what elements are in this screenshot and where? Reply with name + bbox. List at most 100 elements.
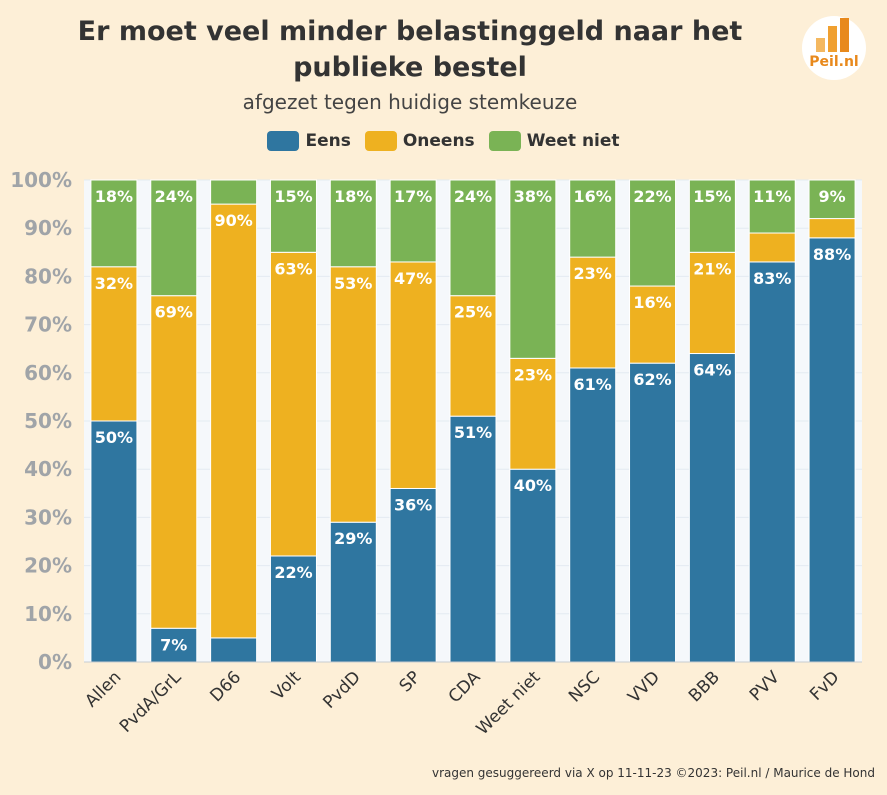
bar-segment xyxy=(748,179,796,234)
data-label: 69% xyxy=(155,303,193,322)
bar-segment xyxy=(389,261,437,489)
bar-segment xyxy=(150,179,198,297)
data-label: 15% xyxy=(274,187,312,206)
chart-subtitle: afgezet tegen huidige stemkeuze xyxy=(242,90,578,114)
data-label: 7% xyxy=(160,635,187,654)
x-tick-label: SP xyxy=(396,667,425,696)
legend-item-eens[interactable]: Eens xyxy=(267,131,351,151)
data-label: 38% xyxy=(514,187,552,206)
data-label: 15% xyxy=(693,187,731,206)
data-label: 23% xyxy=(574,264,612,283)
data-label: 23% xyxy=(514,365,552,384)
x-tick-label: Weet niet xyxy=(473,667,545,739)
bar-segment xyxy=(210,179,258,205)
chart-title: Er moet veel minder belastinggeld naar h… xyxy=(77,16,743,83)
bar-segment xyxy=(629,362,677,663)
bar-segment xyxy=(150,627,198,663)
bar-segment xyxy=(688,179,736,253)
bar-segment xyxy=(329,521,377,663)
bar-segment xyxy=(329,266,377,523)
data-label: 88% xyxy=(813,245,851,264)
data-label: 29% xyxy=(334,529,372,548)
y-tick-label: 40% xyxy=(24,457,72,481)
legend-item-weet-niet[interactable]: Weet niet xyxy=(488,131,620,151)
data-label: 21% xyxy=(693,259,731,278)
data-label: 53% xyxy=(334,274,372,293)
data-label: 16% xyxy=(574,187,612,206)
bar-segment xyxy=(150,295,198,629)
bar-segment xyxy=(269,251,317,557)
logo-bar-icon xyxy=(828,26,837,52)
data-label: 47% xyxy=(394,269,432,288)
data-label: 40% xyxy=(514,476,552,495)
y-tick-label: 30% xyxy=(24,505,72,529)
data-label: 32% xyxy=(95,274,133,293)
data-label: 61% xyxy=(574,375,612,394)
legend-label-weet-niet: Weet niet xyxy=(526,131,620,151)
data-label: 17% xyxy=(394,187,432,206)
data-label: 18% xyxy=(95,187,133,206)
data-label: 90% xyxy=(214,211,252,230)
logo-bar-icon xyxy=(816,38,825,52)
bar-segment xyxy=(449,415,497,663)
data-label: 63% xyxy=(274,259,312,278)
bar-segment xyxy=(210,637,258,663)
bar-segment xyxy=(808,218,856,239)
data-label: 83% xyxy=(753,269,791,288)
data-label: 51% xyxy=(454,423,492,442)
logo-text: Peil.nl xyxy=(809,54,859,70)
bar-segment xyxy=(569,367,617,663)
y-tick-label: 10% xyxy=(24,602,72,626)
bar-segment xyxy=(748,261,796,663)
bar-segment xyxy=(449,179,497,297)
legend-swatch-oneens xyxy=(364,131,397,151)
x-tick-label: VVD xyxy=(624,667,664,707)
bar-segment xyxy=(808,179,856,220)
bar-segment xyxy=(569,256,617,369)
data-label: 25% xyxy=(454,303,492,322)
x-tick-label: D66 xyxy=(206,667,245,706)
data-label: 18% xyxy=(334,187,372,206)
data-label: 36% xyxy=(394,495,432,514)
bar-segment xyxy=(210,203,258,639)
bar-segment xyxy=(688,251,736,355)
data-label: 16% xyxy=(633,293,671,312)
data-label: 9% xyxy=(818,187,845,206)
x-tick-label: FvD xyxy=(806,667,843,704)
data-label: 62% xyxy=(633,370,671,389)
data-label: 50% xyxy=(95,428,133,447)
legend-swatch-eens xyxy=(267,131,300,151)
data-label: 24% xyxy=(155,187,193,206)
bar-segment xyxy=(688,353,736,663)
x-tick-label: PvdA/GrL xyxy=(116,667,186,737)
legend-swatch-weet-niet xyxy=(488,131,521,151)
source-footer: vragen gesuggereerd via X op 11-11-23 ©2… xyxy=(431,766,875,780)
y-tick-label: 20% xyxy=(24,554,72,578)
data-label: 22% xyxy=(633,187,671,206)
x-tick-label: PVV xyxy=(746,667,784,705)
bar-segment xyxy=(449,295,497,417)
bar-segment xyxy=(748,232,796,263)
legend-item-oneens[interactable]: Oneens xyxy=(364,131,475,151)
bar-segment xyxy=(269,179,317,253)
bar-segment xyxy=(629,179,677,287)
bar-segment xyxy=(389,487,437,663)
bar-segment xyxy=(509,468,557,663)
y-tick-label: 0% xyxy=(38,650,72,674)
y-tick-label: 90% xyxy=(24,216,72,240)
y-tick-label: 80% xyxy=(24,264,72,288)
x-tick-label: Volt xyxy=(268,667,305,704)
data-label: 11% xyxy=(753,187,791,206)
data-label: 24% xyxy=(454,187,492,206)
bar-segment xyxy=(90,266,138,422)
peil-logo: Peil.nl xyxy=(802,16,866,80)
logo-bar-icon xyxy=(840,18,849,52)
chart-legend: Eens Oneens Weet niet xyxy=(0,131,887,151)
bar-segment xyxy=(389,179,437,263)
legend-label-oneens: Oneens xyxy=(402,131,475,151)
y-tick-label: 100% xyxy=(10,168,72,192)
y-tick-label: 70% xyxy=(24,313,72,337)
data-label: 22% xyxy=(274,563,312,582)
x-tick-label: CDA xyxy=(445,667,485,707)
